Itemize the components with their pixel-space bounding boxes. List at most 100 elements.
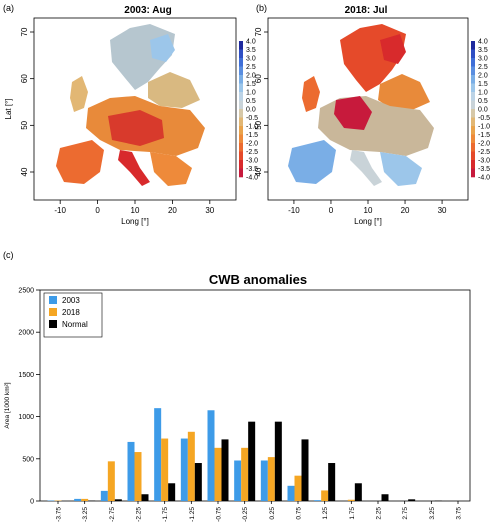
map-a-xtick-label: -10 (54, 206, 66, 215)
panel-c-bar-chart: (c) CWB anomalies 0 500 1000 1500 2000 2500 Ar… (3, 250, 471, 522)
panel-b-heatmap (288, 24, 434, 186)
map-a-ytick-label: 50 (20, 120, 29, 129)
x-axis-tick-label: -3.25 (82, 507, 89, 522)
legend-label-2018: 2018 (62, 308, 80, 317)
chart-plot-area: 0 500 1000 1500 2000 2500 Area [1000 km²] -3.75… (4, 288, 471, 522)
bar-normal--1.75 (168, 483, 176, 501)
bar-2003--3.25 (74, 498, 82, 501)
x-axis-tick-label: 0.75 (296, 507, 303, 520)
x-axis-tick-label: 1.75 (349, 507, 356, 520)
colorbar-a-swatch (239, 109, 243, 118)
bar-normal-2.25 (381, 494, 389, 501)
colorbar-a-tick-label: -3.0 (246, 158, 258, 165)
map-a-xlabel: Long [°] (121, 217, 149, 226)
colorbar-b-tick-label: 1.0 (478, 90, 488, 97)
legend-swatch-2018 (49, 308, 57, 316)
map-a-xtick-label: 20 (168, 206, 177, 215)
map-a-ytick-label: 70 (20, 27, 29, 36)
x-axis-tick-label: -3.75 (56, 507, 63, 522)
colorbar-b-swatch (471, 92, 475, 101)
colorbar-a-tick-label: -1.0 (246, 124, 258, 131)
bar-2003-1.25 (314, 500, 322, 501)
colorbar-a-swatch (239, 160, 243, 169)
y-axis-tick-label: 1000 (18, 414, 34, 421)
bar-2003--0.75 (207, 410, 215, 501)
panel-c-label: (c) (3, 250, 14, 260)
map-b-region-italy (350, 150, 382, 186)
colorbar-b-swatch (471, 58, 475, 67)
colorbar-a-tick-label: 3.5 (246, 47, 256, 54)
map-a-region-baltic (148, 72, 200, 108)
bar-2003--2.75 (100, 490, 108, 501)
colorbar-a-swatch (239, 75, 243, 84)
bar-2003--1.25 (180, 438, 188, 501)
legend-swatch-2003 (49, 296, 57, 304)
colorbar-a-swatch (239, 49, 243, 59)
colorbar-a-swatch (239, 100, 243, 110)
colorbar-b-swatch (471, 117, 475, 127)
map-b-xtick-label: 30 (438, 206, 447, 215)
colorbar-b-swatch (471, 66, 475, 76)
colorbar-b-tick-label: -3.5 (478, 166, 490, 173)
bar-normal--2.75 (114, 499, 122, 501)
colorbar-a-tick-label: -2.5 (246, 149, 258, 156)
panel-a-title: 2003: Aug (124, 5, 171, 16)
colorbar-a-swatch (239, 117, 243, 127)
x-axis-tick-label: -1.75 (162, 507, 169, 522)
colorbar-b-swatch (471, 75, 475, 84)
x-axis-tick-label: 2.75 (402, 507, 409, 520)
bar-normal--0.75 (221, 439, 229, 501)
colorbar-a-swatch (239, 143, 243, 152)
colorbar-a-swatch (239, 58, 243, 67)
bar-2018-1.25 (321, 490, 329, 501)
colorbar-a-swatch (239, 66, 243, 76)
map-b-ytick-label: 60 (254, 74, 263, 83)
map-b-xtick-label: 10 (364, 206, 373, 215)
colorbar-b-swatch (471, 100, 475, 110)
bar-normal--1.25 (194, 463, 202, 501)
bar-2018--1.25 (187, 431, 195, 501)
map-a-region-hotspot (108, 110, 164, 146)
colorbar-b-swatch (471, 41, 475, 50)
map-b-region-hotspot (334, 96, 372, 130)
colorbar-b-swatch (471, 134, 475, 144)
panel-b-label: (b) (256, 3, 267, 13)
colorbar-a-swatch (239, 151, 243, 161)
chart-legend: 2003 2018 Normal (43, 292, 103, 338)
colorbar-b-tick-label: -2.0 (478, 141, 490, 148)
map-b-xtick-label: 20 (401, 206, 410, 215)
chart-title: CWB anomalies (209, 272, 307, 287)
map-a-region-uk (70, 76, 88, 112)
y-axis-tick-label: 2000 (18, 330, 34, 337)
bar-2018--1.75 (161, 438, 169, 501)
colorbar-b-tick-label: 3.0 (478, 56, 488, 63)
y-axis-tick-label: 0 (30, 499, 34, 506)
bar-2018--2.25 (134, 452, 142, 501)
map-b-region-uk (302, 76, 320, 112)
bar-2018--0.25 (241, 447, 249, 501)
x-axis-tick-label: -2.25 (136, 507, 143, 522)
colorbar-b-swatch (471, 143, 475, 152)
colorbar-a-swatch (239, 41, 243, 50)
map-b-xtick-label: -10 (288, 206, 300, 215)
bar-2018-0.75 (294, 475, 302, 501)
bar-normal--0.25 (248, 421, 256, 501)
colorbar-a-tick-label: -4.0 (246, 175, 258, 182)
colorbar-b-swatch (471, 83, 475, 93)
colorbar-a-tick-label: -2.0 (246, 141, 258, 148)
map-b-ytick-label: 40 (254, 167, 263, 176)
bar-2003-0.25 (260, 460, 268, 501)
map-b-region-iberia (288, 140, 336, 184)
colorbar-a-tick-label: 0.5 (246, 98, 256, 105)
map-a-xtick-label: 10 (131, 206, 140, 215)
colorbar-a-tick-label: -1.5 (246, 132, 258, 139)
colorbar-a-swatch (239, 168, 243, 178)
colorbar-b-swatch (471, 109, 475, 118)
colorbar-a-swatch (239, 134, 243, 144)
colorbar-a-swatch (239, 83, 243, 93)
x-axis-tick-label: -1.25 (189, 507, 196, 522)
x-axis-tick-label: -0.25 (242, 507, 249, 522)
x-axis-tick-label: -2.75 (109, 507, 116, 522)
y-axis-tick-label: 2500 (18, 288, 34, 295)
colorbar-a-tick-label: 1.0 (246, 90, 256, 97)
